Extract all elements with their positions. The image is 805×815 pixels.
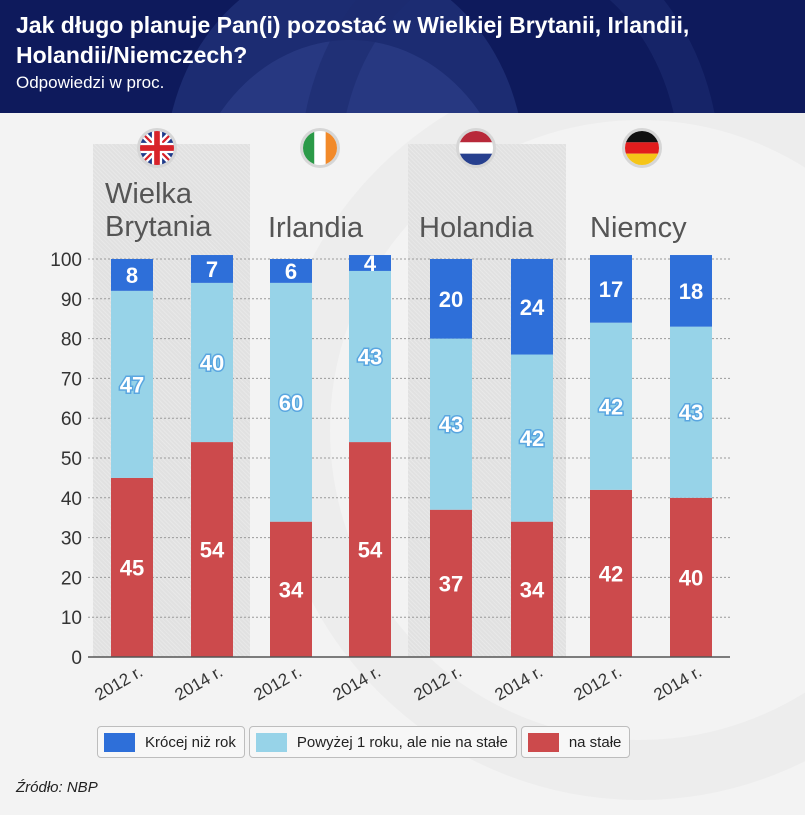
y-tick-label: 50 — [61, 449, 82, 470]
data-label: 37 — [439, 571, 463, 596]
data-label: 47 — [120, 372, 144, 397]
y-tick-label: 0 — [71, 648, 82, 669]
bar-segment — [191, 255, 233, 283]
bar-segment — [670, 255, 712, 327]
bar-segment — [430, 259, 472, 339]
bar-segment — [590, 322, 632, 490]
data-label: 40 — [679, 565, 703, 590]
country-label-ireland: Irlandia — [268, 212, 364, 244]
legend-label: Powyżej 1 roku, ale nie na stałe — [296, 733, 508, 751]
chart-legend: Krócej niż rok Powyżej 1 roku, ale nie n… — [97, 726, 631, 758]
data-label: 42 — [599, 394, 623, 419]
legend-item-short: Krócej niż rok — [97, 726, 245, 758]
data-label: 42 — [520, 426, 544, 451]
legend-swatch-medium — [255, 732, 287, 752]
chart-header: Jak długo planuje Pan(i) pozostać w Wiel… — [0, 0, 805, 113]
legend-item-permanent: na stałe — [520, 726, 631, 758]
y-tick-label: 90 — [61, 290, 82, 311]
data-label: 34 — [279, 577, 304, 602]
bar-segment — [590, 489, 632, 657]
y-tick-label: 40 — [61, 489, 82, 510]
bar-segment — [670, 497, 712, 657]
bar-segment — [349, 270, 391, 443]
x-tick-label: 2014 r. — [171, 662, 226, 704]
bar-segment — [111, 477, 153, 657]
data-label: 17 — [599, 277, 623, 302]
data-label: 45 — [120, 555, 144, 580]
bar-segment — [111, 259, 153, 291]
country-label-uk: Wielka Brytania — [105, 178, 212, 243]
y-tick-label: 100 — [50, 250, 82, 271]
x-tick-label: 2014 r. — [650, 662, 705, 704]
data-label: 7 — [206, 257, 218, 282]
data-label: 43 — [679, 400, 703, 425]
data-label: 4 — [364, 251, 377, 276]
legend-swatch-short — [104, 732, 135, 752]
data-label: 18 — [679, 279, 703, 304]
bar-segment — [111, 290, 153, 478]
x-tick-label: 2012 r. — [250, 662, 305, 704]
x-tick-label: 2014 r. — [491, 662, 546, 704]
y-tick-label: 80 — [61, 330, 82, 351]
bar-segment — [270, 259, 312, 283]
data-label: 42 — [599, 561, 623, 586]
bar-segment — [430, 338, 472, 510]
data-label: 40 — [200, 350, 224, 375]
y-tick-label: 70 — [61, 369, 82, 390]
x-tick-label: 2012 r. — [410, 662, 465, 704]
ireland-flag-icon — [300, 128, 340, 168]
data-label: 20 — [439, 287, 463, 312]
bar-segment — [430, 509, 472, 657]
data-label: 8 — [126, 263, 138, 288]
bar-segment — [270, 282, 312, 522]
uk-flag-icon — [137, 128, 177, 168]
germany-flag-icon — [622, 128, 662, 168]
bar-segment — [511, 259, 553, 355]
legend-item-medium: Powyżej 1 roku, ale nie na stałe — [248, 726, 517, 758]
country-label-germany: Niemcy — [590, 212, 687, 244]
country-label-netherlands: Holandia — [419, 212, 534, 244]
x-tick-label: 2012 r. — [91, 662, 146, 704]
bar-segment — [511, 521, 553, 657]
data-label: 6 — [285, 259, 297, 284]
legend-label: na stałe — [568, 733, 622, 751]
legend-swatch-permanent — [527, 732, 559, 752]
data-label: 54 — [200, 538, 225, 563]
legend-label: Krócej niż rok — [145, 733, 236, 751]
chart-title: Jak długo planuje Pan(i) pozostać w Wiel… — [16, 12, 690, 68]
bar-segment — [270, 521, 312, 657]
bar-segment — [670, 326, 712, 498]
source-note: Źródło: NBP — [16, 779, 98, 796]
y-tick-label: 60 — [61, 409, 82, 430]
data-label: 60 — [279, 390, 303, 415]
data-label: 43 — [439, 412, 463, 437]
bar-segment — [590, 255, 632, 323]
data-label: 43 — [358, 345, 382, 370]
bar-segment — [349, 255, 391, 271]
y-tick-label: 30 — [61, 529, 82, 550]
y-tick-label: 10 — [61, 608, 82, 629]
netherlands-flag-icon — [456, 128, 496, 168]
bar-segment — [191, 442, 233, 657]
x-tick-label: 2012 r. — [570, 662, 625, 704]
bar-segment — [349, 442, 391, 657]
bar-segment — [191, 282, 233, 443]
stacked-bar-chart: 0 10 20 30 40 50 60 70 80 90 100 45 47 8 54 40 7 34 60 6 54 4… — [50, 250, 730, 704]
chart-subtitle: Odpowiedzi w proc. — [16, 73, 165, 92]
x-tick-label: 2014 r. — [329, 662, 384, 704]
data-label: 54 — [358, 538, 383, 563]
data-label: 24 — [520, 295, 545, 320]
y-tick-label: 20 — [61, 568, 82, 589]
data-label: 34 — [520, 577, 545, 602]
bar-segment — [511, 354, 553, 522]
